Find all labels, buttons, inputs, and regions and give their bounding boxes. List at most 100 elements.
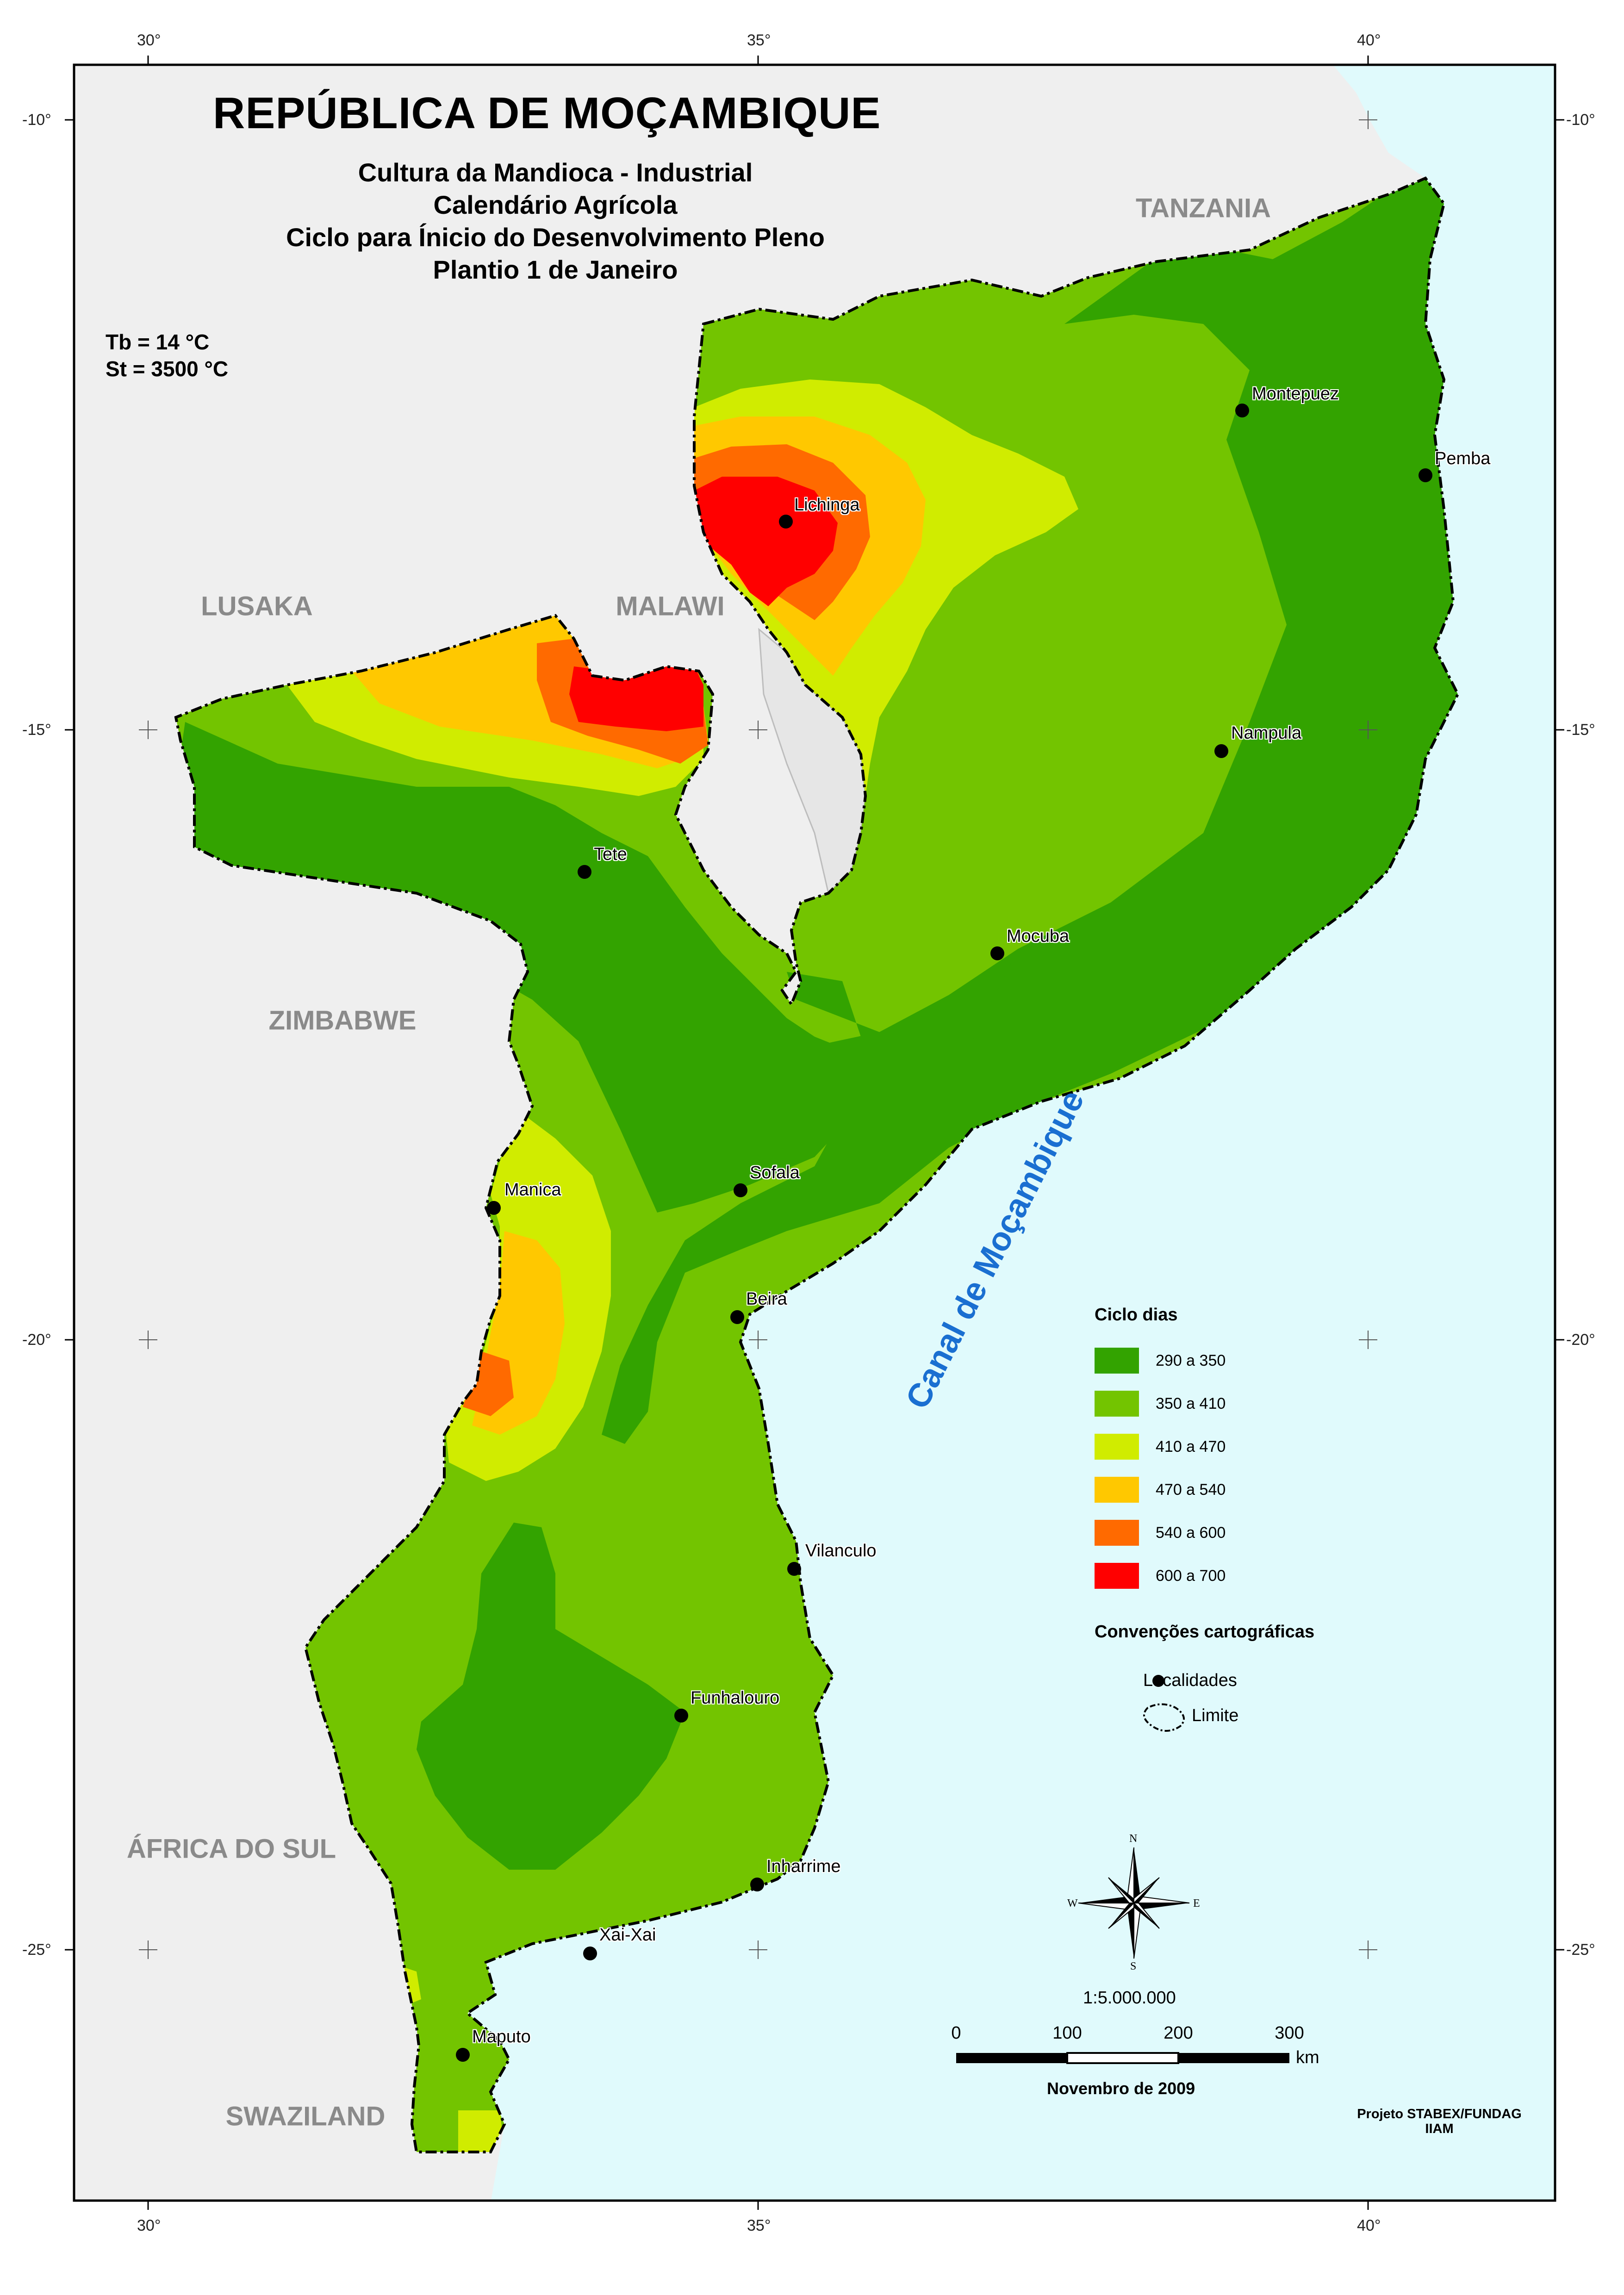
lat-label-right-10: -10° — [1566, 111, 1595, 129]
lon-label-bottom-35: 35° — [747, 2217, 771, 2234]
zone-600-700-west — [569, 666, 703, 731]
zone-600-700-north — [694, 477, 838, 606]
legend-label-3: 410 a 470 — [1156, 1437, 1226, 1455]
country-label-south-africa: ÁFRICA DO SUL — [126, 1834, 336, 1864]
conventions-title: Convenções cartográficas — [1095, 1622, 1315, 1642]
city-label-funhalouro: Funhalouro — [691, 1688, 780, 1708]
param-tb: Tb = 14 °C — [106, 330, 210, 354]
subtitle-line-4: Plantio 1 de Janeiro — [433, 255, 678, 284]
lat-label-left-15: -15° — [22, 721, 51, 739]
legend-title: Ciclo dias — [1095, 1305, 1178, 1325]
city-dot-xai-xai — [583, 1947, 597, 1960]
legend-label-2: 350 a 410 — [1156, 1394, 1226, 1412]
legend-label-5: 540 a 600 — [1156, 1524, 1226, 1542]
credit-line-2: IIAM — [1425, 2121, 1454, 2136]
city-dot-mocuba — [990, 946, 1004, 960]
country-label-tanzania: TANZANIA — [1135, 193, 1271, 224]
city-dot-tete — [578, 865, 591, 879]
city-label-vilanculo: Vilanculo — [805, 1541, 877, 1561]
legend-swatch-6 — [1095, 1563, 1139, 1589]
compass-rose — [1078, 1847, 1190, 1959]
legend-item-6: 600 a 700 — [1095, 1562, 1226, 1590]
city-dot-pemba — [1419, 468, 1432, 482]
city-label-montepuez: Montepuez — [1252, 384, 1339, 404]
zone-290-350-mocuba — [815, 949, 1018, 1088]
legend-swatch-5 — [1095, 1520, 1139, 1546]
limite-symbol — [1143, 1703, 1185, 1732]
credit-line-1: Projeto STABEX/FUNDAG — [1357, 2107, 1522, 2121]
scale-unit: km — [1296, 2048, 1319, 2067]
lat-label-right-25: -25° — [1566, 1941, 1595, 1959]
subtitle-line-2: Calendário Agrícola — [433, 190, 678, 219]
city-dot-beira — [730, 1310, 744, 1324]
lat-label-left-20: -20° — [22, 1331, 51, 1349]
conventions-limite: Limite — [1192, 1706, 1239, 1725]
city-label-pemba: Pemba — [1435, 449, 1491, 468]
legend-swatch-4 — [1095, 1477, 1139, 1503]
city-label-xai-xai: Xai-Xai — [599, 1925, 656, 1945]
city-label-sofala: Sofala — [750, 1163, 800, 1182]
compass-s: S — [1130, 1960, 1137, 1972]
map-title: REPÚBLICA DE MOÇAMBIQUE — [213, 88, 881, 138]
city-label-inharrime: Inharrime — [766, 1857, 841, 1876]
lat-label-left-10: -10° — [22, 111, 51, 129]
city-dot-montepuez — [1235, 404, 1249, 417]
scale-ratio: 1:5.000.000 — [1083, 1988, 1176, 2008]
legend-item-5: 540 a 600 — [1095, 1519, 1226, 1547]
country-label-lusaka: LUSAKA — [201, 591, 313, 622]
legend-label-6: 600 a 700 — [1156, 1567, 1226, 1585]
legend-item-4: 470 a 540 — [1095, 1476, 1226, 1504]
country-label-swaziland: SWAZILAND — [225, 2101, 386, 2132]
legend-swatch-1 — [1095, 1348, 1139, 1374]
lon-label-bottom-30: 30° — [137, 2217, 161, 2234]
legend-label-1: 290 a 350 — [1156, 1351, 1226, 1369]
map-date: Novembro de 2009 — [1047, 2079, 1195, 2098]
city-dot-manica — [487, 1201, 501, 1215]
subtitle-line-1: Cultura da Mandioca - Industrial — [358, 158, 753, 187]
zone-290-350-south — [417, 1523, 685, 1870]
lon-label-top-40: 40° — [1357, 31, 1381, 49]
lat-label-left-25: -25° — [22, 1941, 51, 1959]
city-label-mocuba: Mocuba — [1007, 927, 1070, 946]
scale-tick-0: 0 — [951, 2023, 961, 2043]
subtitle-line-3: Ciclo para Ínicio do Desenvolvimento Ple… — [286, 223, 825, 252]
zone-290-350-tete — [176, 722, 879, 1213]
lat-label-right-20: -20° — [1566, 1331, 1595, 1349]
param-st: St = 3500 °C — [106, 357, 229, 381]
zone-410-470-tip — [458, 2110, 504, 2152]
frame-ticks — [65, 56, 1564, 2210]
compass-n: N — [1129, 1833, 1138, 1845]
city-dot-vilanculo — [787, 1562, 801, 1576]
city-label-beira: Beira — [746, 1289, 787, 1309]
city-label-lichinga: Lichinga — [794, 495, 860, 515]
zone-540-600-manica — [463, 1351, 514, 1416]
city-dot-inharrime — [750, 1878, 764, 1891]
city-dot-sofala — [734, 1183, 747, 1197]
legend-swatch-3 — [1095, 1434, 1139, 1460]
legend-item-2: 350 a 410 — [1095, 1390, 1226, 1418]
scale-tick-300: 300 — [1275, 2023, 1304, 2043]
sea-area — [467, 65, 1555, 2201]
city-label-maputo: Maputo — [472, 2027, 531, 2046]
graticule — [139, 111, 1377, 1959]
compass-e: E — [1193, 1897, 1200, 1909]
city-label-manica: Manica — [504, 1180, 561, 1200]
city-dot-funhalouro — [674, 1709, 688, 1723]
lon-label-top-35: 35° — [747, 31, 771, 49]
city-dot-lichinga — [779, 515, 793, 529]
credit-block: Projeto STABEX/FUNDAG IIAM — [1342, 2107, 1537, 2136]
map-frame — [73, 63, 1556, 2202]
legend-swatch-2 — [1095, 1391, 1139, 1417]
conventions-localidades: Localidades — [1143, 1671, 1237, 1690]
country-label-zimbabwe: ZIMBABWE — [268, 1005, 417, 1036]
localidades-symbol — [1152, 1675, 1164, 1687]
city-label-tete: Tete — [594, 845, 627, 864]
legend-item-1: 290 a 350 — [1095, 1347, 1226, 1375]
zone-290-350-northeast — [602, 178, 1458, 1444]
city-label-nampula: Nampula — [1231, 723, 1302, 743]
lon-label-bottom-40: 40° — [1357, 2217, 1381, 2234]
scale-bar — [956, 2052, 1289, 2064]
scale-tick-100: 100 — [1052, 2023, 1082, 2043]
lat-label-right-15: -15° — [1566, 721, 1595, 739]
